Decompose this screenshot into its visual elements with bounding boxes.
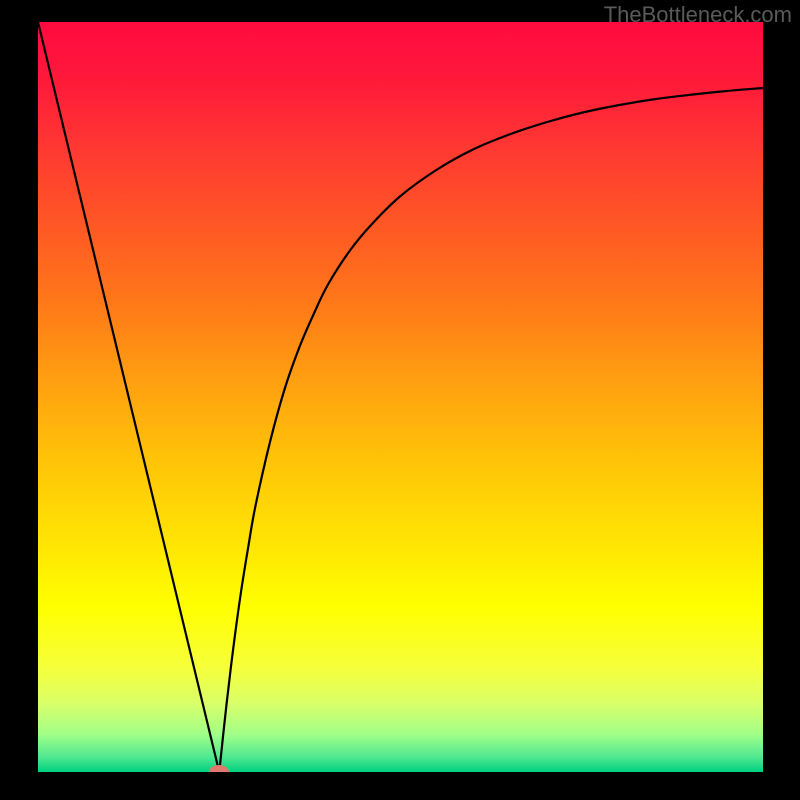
chart-plot-area	[38, 22, 763, 772]
watermark-text: TheBottleneck.com	[604, 2, 792, 28]
chart-curve	[38, 22, 763, 772]
